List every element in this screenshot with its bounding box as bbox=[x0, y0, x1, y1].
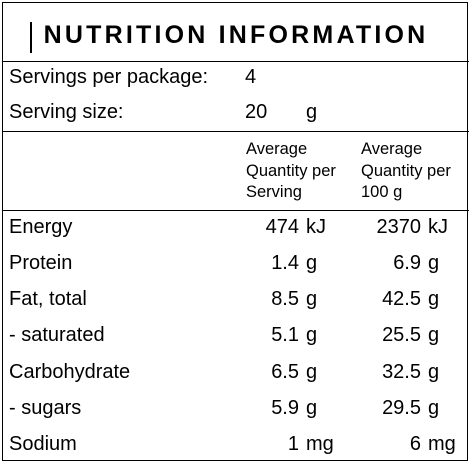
per100-amount: 25.5 bbox=[382, 324, 421, 346]
serving-unit: g bbox=[306, 324, 318, 346]
header-per-100g-line: 100 g bbox=[361, 183, 403, 201]
servings-label: Servings per package: bbox=[9, 66, 209, 88]
per100-unit: g bbox=[428, 361, 440, 383]
nutrient-name: - saturated bbox=[9, 324, 105, 346]
per100-unit: kJ bbox=[428, 216, 448, 238]
per100-unit: g bbox=[428, 397, 440, 419]
header-per-serving-line: Average bbox=[246, 140, 308, 158]
nutrient-name: Fat, total bbox=[9, 288, 87, 310]
serving-amount: 5.1 bbox=[271, 324, 299, 346]
text-cursor bbox=[30, 22, 32, 53]
serving-amount: 6.5 bbox=[271, 361, 299, 383]
nutrition-panel: NUTRITION INFORMATION Servings per packa… bbox=[2, 2, 469, 461]
header-per-serving-line: Quantity per bbox=[246, 161, 336, 180]
per100-amount: 42.5 bbox=[382, 288, 421, 310]
header-per-100g-line: Average bbox=[361, 140, 423, 158]
serving-amount: 474 bbox=[265, 216, 299, 238]
serving-size-label: Serving size: bbox=[9, 101, 124, 123]
header-per-serving-line: Serving bbox=[246, 183, 302, 201]
nutrient-name: - sugars bbox=[9, 397, 82, 419]
nutrient-name: Protein bbox=[9, 252, 73, 274]
nutrient-name: Energy bbox=[9, 216, 73, 238]
serving-amount: 1.4 bbox=[271, 252, 299, 274]
serving-amount: 5.9 bbox=[271, 397, 299, 419]
serving-size-value: 20 bbox=[245, 101, 268, 123]
per100-amount: 29.5 bbox=[382, 397, 421, 419]
header-per-100g: Average Quantity per 100 g bbox=[361, 139, 451, 204]
header-per-serving: Average Quantity per Serving bbox=[246, 139, 336, 204]
nutrient-name: Carbohydrate bbox=[9, 361, 131, 383]
serving-unit: kJ bbox=[306, 216, 326, 238]
serving-unit: g bbox=[306, 252, 318, 274]
serving-amount: 1 bbox=[287, 433, 299, 455]
header-per-100g-line: Quantity per bbox=[361, 161, 451, 180]
per100-amount: 2370 bbox=[376, 216, 422, 238]
title-divider bbox=[3, 61, 469, 62]
serving-unit: mg bbox=[306, 433, 334, 455]
serving-unit: g bbox=[306, 397, 318, 419]
serving-unit: g bbox=[306, 361, 318, 383]
per100-unit: g bbox=[428, 324, 440, 346]
serving-divider bbox=[3, 131, 469, 132]
per100-amount: 6.9 bbox=[393, 252, 421, 274]
servings-value: 4 bbox=[245, 66, 257, 88]
per100-unit: g bbox=[428, 252, 440, 274]
per100-amount: 6 bbox=[409, 433, 421, 455]
per100-unit: g bbox=[428, 288, 440, 310]
panel-title: NUTRITION INFORMATION bbox=[43, 21, 429, 49]
serving-amount: 8.5 bbox=[271, 288, 299, 310]
nutrient-name: Sodium bbox=[9, 433, 77, 455]
per100-amount: 32.5 bbox=[382, 361, 421, 383]
serving-unit: g bbox=[306, 288, 318, 310]
serving-size-unit: g bbox=[306, 101, 318, 123]
header-divider bbox=[3, 210, 469, 211]
per100-unit: mg bbox=[428, 433, 456, 455]
